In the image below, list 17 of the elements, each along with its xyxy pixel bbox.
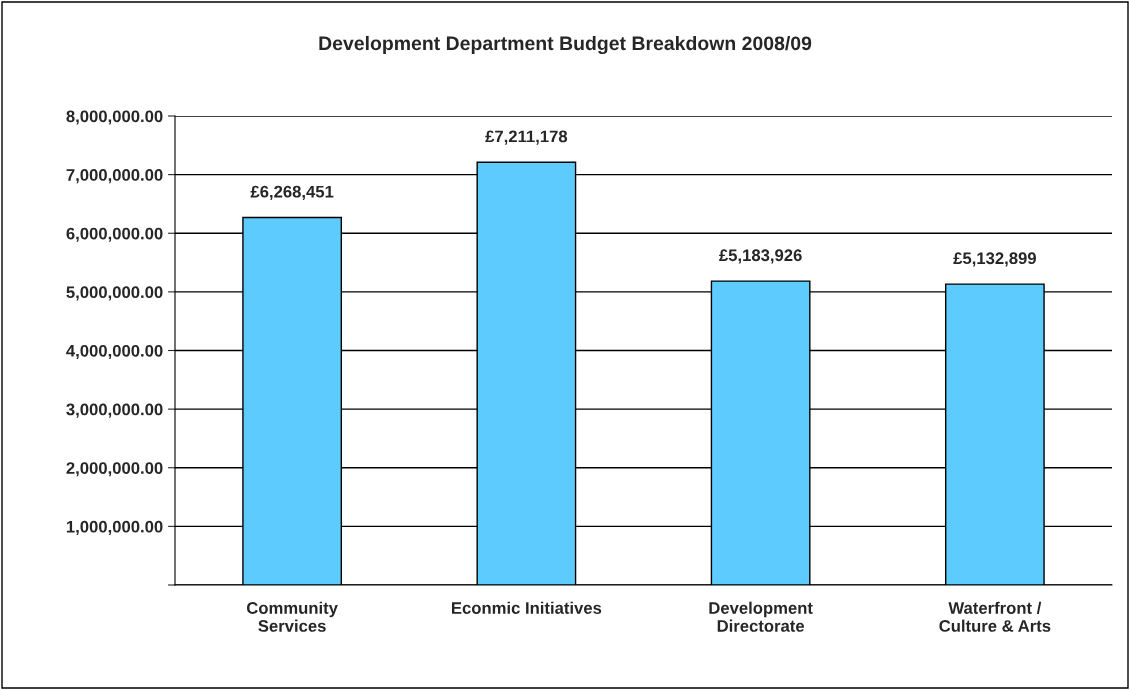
y-tick-label: 5,000,000.00 xyxy=(66,286,163,301)
chart-title: Development Department Budget Breakdown 2008/09 xyxy=(319,35,812,55)
y-tick-label: 4,000,000.00 xyxy=(66,344,163,360)
y-tick-label: 8,000,000.00 xyxy=(66,110,163,125)
data-label: £5,183,926 xyxy=(719,249,802,264)
y-tick-label: 7,000,000.00 xyxy=(66,169,163,184)
y-tick-label: 6,000,000.00 xyxy=(66,227,163,242)
data-label: £6,268,451 xyxy=(250,185,334,200)
x-tick-label: Development Directorate xyxy=(709,601,813,632)
data-label: £7,211,178 xyxy=(485,130,568,145)
y-tick-label: 2,000,000.00 xyxy=(66,462,163,477)
y-tick-label: 3,000,000.00 xyxy=(66,403,163,418)
y-tick-label: 1,000,000.00 xyxy=(66,520,163,535)
x-tick-label: Econmic Initiatives xyxy=(452,601,602,614)
data-label: £5,132,899 xyxy=(953,252,1036,267)
x-tick-label: Community Services xyxy=(246,601,338,632)
x-tick-label: Waterfront / Culture & Arts xyxy=(939,601,1051,632)
